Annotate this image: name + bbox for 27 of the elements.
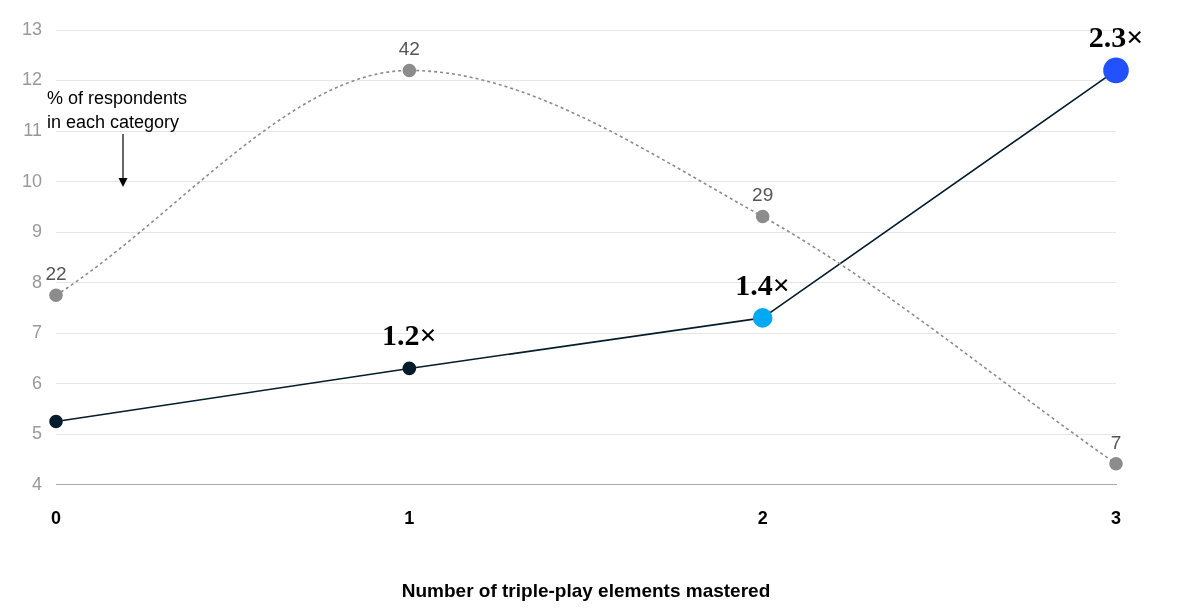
point xyxy=(49,288,63,303)
data-label: 42 xyxy=(398,38,420,60)
x-tick-label: 3 xyxy=(1110,508,1122,529)
x-tick-label: 0 xyxy=(50,508,62,529)
annotation: 1.2× xyxy=(382,318,437,352)
point xyxy=(1109,457,1123,471)
y-tick-label: 7 xyxy=(31,322,42,343)
y-tick-label: 12 xyxy=(21,69,42,90)
point xyxy=(402,63,417,78)
y-tick-label: 4 xyxy=(31,473,42,494)
data-label: 29 xyxy=(752,184,774,206)
y-tick-label: 6 xyxy=(31,372,42,393)
y-tick-label: 11 xyxy=(23,119,42,140)
annotation: 1.4× xyxy=(735,267,790,301)
point xyxy=(755,209,770,224)
annotation: % of respondents in each category xyxy=(47,87,188,132)
y-tick-label: 10 xyxy=(21,170,42,191)
y-tick-label: 13 xyxy=(21,18,42,39)
data-label: 22 xyxy=(45,262,67,284)
x-axis-title: Number of triple-play elements mastered xyxy=(401,579,771,601)
data-label: 7 xyxy=(1110,431,1122,453)
annotation: 2.3× xyxy=(1088,20,1144,54)
x-tick-label: 1 xyxy=(404,508,415,529)
y-tick-label: 9 xyxy=(31,221,42,242)
y-tick-label: 5 xyxy=(31,423,42,444)
x-tick-label: 2 xyxy=(757,508,768,529)
y-tick-label: 8 xyxy=(31,271,42,292)
